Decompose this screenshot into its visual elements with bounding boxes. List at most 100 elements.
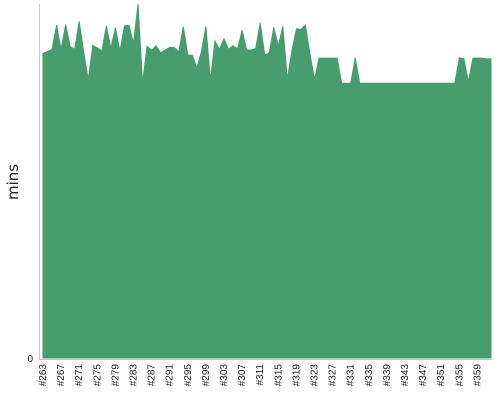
data-point-299 [204, 25, 207, 28]
data-point-348 [426, 82, 429, 85]
x-tick-label-299: #299 [201, 364, 212, 387]
data-point-361 [485, 57, 488, 60]
data-point-330 [345, 82, 348, 85]
data-point-298 [200, 50, 203, 53]
y-axis-title: mins [4, 164, 22, 200]
data-point-292 [173, 46, 176, 49]
data-point-266 [55, 24, 58, 27]
data-point-352 [444, 82, 447, 85]
data-point-279 [114, 26, 117, 29]
data-point-347 [422, 82, 425, 85]
data-point-317 [286, 78, 289, 81]
data-point-334 [363, 82, 366, 85]
data-point-283 [132, 42, 135, 45]
data-point-321 [304, 24, 307, 27]
x-tick-label-347: #347 [418, 364, 429, 387]
x-tick-label-343: #343 [400, 364, 411, 387]
data-point-362 [490, 57, 493, 60]
data-point-341 [394, 82, 397, 85]
data-point-264 [46, 50, 49, 53]
data-point-302 [218, 48, 221, 51]
data-point-320 [299, 28, 302, 31]
data-point-315 [277, 45, 280, 48]
data-point-306 [236, 47, 239, 50]
x-tick-label-331: #331 [346, 364, 357, 387]
data-point-355 [458, 56, 461, 59]
x-tick-label-359: #359 [472, 364, 483, 387]
data-point-287 [150, 49, 153, 52]
area-series [42, 3, 492, 359]
data-point-290 [164, 49, 167, 52]
x-tick-label-303: #303 [219, 364, 230, 387]
data-point-336 [372, 82, 375, 85]
data-point-286 [146, 45, 149, 48]
x-tick-label-279: #279 [110, 364, 121, 387]
x-tick-label-323: #323 [310, 364, 321, 387]
data-point-308 [245, 49, 248, 52]
data-point-295 [186, 53, 189, 56]
data-point-349 [431, 82, 434, 85]
data-point-345 [413, 82, 416, 85]
x-tick-label-275: #275 [92, 364, 103, 387]
data-point-291 [168, 46, 171, 49]
data-point-316 [281, 25, 284, 28]
data-point-354 [453, 82, 456, 85]
data-point-332 [354, 56, 357, 59]
data-point-323 [313, 78, 316, 81]
data-point-312 [263, 53, 266, 56]
data-point-303 [223, 37, 226, 40]
data-point-337 [376, 82, 379, 85]
data-point-304 [227, 48, 230, 51]
data-point-339 [385, 82, 388, 85]
data-point-273 [87, 78, 90, 81]
data-point-319 [295, 27, 298, 30]
data-point-311 [259, 21, 262, 24]
x-tick-labels: #263 #267 #271 #275 #279 #283 #287 #291 #295 #299… [38, 364, 483, 387]
data-point-293 [177, 50, 180, 53]
x-tick-label-263: #263 [38, 364, 49, 387]
x-tick-label-283: #283 [129, 364, 140, 387]
data-point-300 [209, 79, 212, 82]
data-point-281 [123, 24, 126, 27]
data-point-346 [417, 82, 420, 85]
data-point-271 [78, 20, 81, 23]
data-point-333 [358, 82, 361, 85]
data-point-307 [241, 29, 244, 32]
data-point-310 [254, 47, 257, 50]
x-tick-label-267: #267 [56, 364, 67, 387]
data-point-325 [322, 57, 325, 60]
data-point-297 [195, 67, 198, 70]
data-point-270 [73, 48, 76, 51]
data-point-265 [51, 48, 54, 51]
x-tick-label-271: #271 [74, 364, 85, 387]
data-point-326 [327, 57, 330, 60]
data-point-335 [367, 82, 370, 85]
data-point-342 [399, 82, 402, 85]
data-point-276 [100, 50, 103, 53]
data-point-284 [137, 3, 140, 6]
data-point-351 [440, 82, 443, 85]
x-tick-label-315: #315 [273, 364, 284, 387]
x-tick-label-287: #287 [147, 364, 158, 387]
data-point-343 [404, 82, 407, 85]
data-point-296 [191, 54, 194, 57]
data-point-322 [308, 52, 311, 55]
data-point-328 [336, 57, 339, 60]
x-tick-label-291: #291 [165, 364, 176, 387]
data-point-356 [462, 57, 465, 60]
data-point-350 [435, 82, 438, 85]
data-point-313 [268, 51, 271, 54]
data-point-289 [159, 51, 162, 54]
data-point-357 [467, 80, 470, 83]
data-point-280 [118, 50, 121, 53]
data-point-324 [318, 57, 321, 60]
data-point-358 [471, 57, 474, 60]
data-point-268 [64, 23, 67, 26]
data-point-338 [381, 82, 384, 85]
data-point-277 [105, 24, 108, 27]
data-point-272 [82, 51, 85, 54]
x-tick-label-295: #295 [183, 364, 194, 387]
data-point-329 [340, 82, 343, 85]
data-point-269 [69, 45, 72, 48]
data-point-340 [390, 82, 393, 85]
